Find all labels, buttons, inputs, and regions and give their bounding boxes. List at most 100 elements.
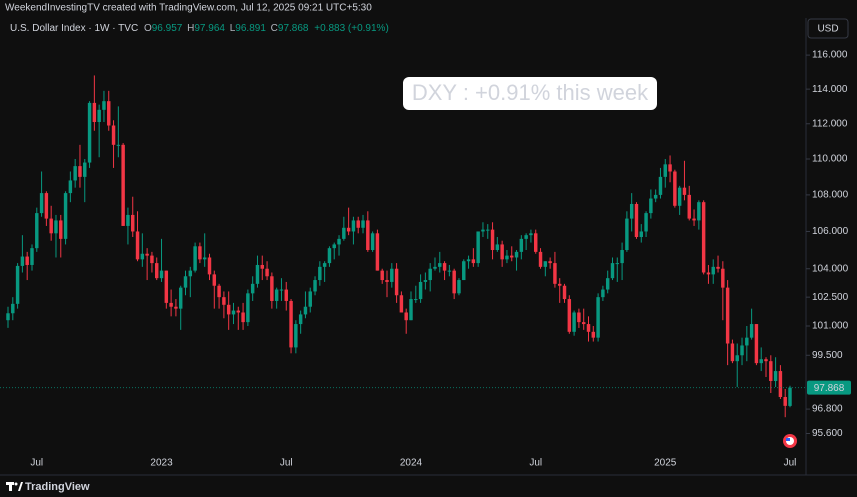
candle-body (649, 198, 653, 214)
candle-body (159, 270, 164, 279)
last-price-tag (807, 380, 851, 395)
candle-body (107, 101, 111, 126)
candle-body (663, 164, 667, 177)
candle-body (658, 176, 663, 195)
candle-body (452, 270, 456, 294)
high-label: H (187, 23, 194, 34)
candle-body (260, 264, 264, 269)
y-tick-label: 101.000 (812, 321, 849, 332)
candle-body (308, 291, 312, 307)
candle-body (135, 231, 140, 260)
currency-button[interactable] (807, 18, 849, 39)
x-tick-label: Jul (784, 458, 797, 469)
candle-body (524, 235, 528, 239)
y-tick-label: 112.000 (812, 118, 848, 129)
candle-body (764, 359, 768, 362)
candle-body (346, 227, 351, 232)
x-tick-label: 2023 (150, 458, 173, 469)
candle-body (375, 233, 380, 271)
candle-body (241, 312, 245, 323)
candle-body (673, 171, 677, 206)
candle-body (706, 272, 711, 275)
candle-body (740, 345, 744, 356)
candle-body (294, 324, 298, 348)
candle-body (279, 289, 284, 291)
candle-body (471, 259, 476, 264)
candle-body (788, 387, 792, 406)
low-label: L (230, 23, 236, 34)
candle-body (778, 371, 783, 398)
last-price-label: 97.868 (814, 383, 845, 394)
candle-body (644, 213, 648, 232)
candle-body (20, 256, 25, 266)
candle-body (289, 300, 293, 348)
candle-body (414, 299, 418, 301)
candle-body (495, 244, 500, 251)
candle-body (423, 280, 428, 282)
candle-body (754, 324, 759, 364)
candle-body (773, 371, 778, 381)
candle-body (265, 268, 269, 277)
candle-body (572, 312, 576, 332)
candle-body (35, 213, 39, 249)
candle-body (174, 306, 178, 309)
candle-body (231, 310, 236, 315)
candle-body (783, 397, 787, 406)
candle-body (236, 310, 241, 313)
candle-body (370, 233, 375, 251)
candle-body (730, 343, 735, 362)
y-tick-label: 99.500 (812, 350, 843, 361)
candle-body (15, 265, 20, 304)
candle-body (380, 270, 384, 281)
change: +0.883 (+0.91%) (314, 23, 389, 34)
candle-body (486, 229, 490, 231)
candle-body (629, 203, 634, 219)
candle-body (78, 166, 82, 177)
currency[interactable]: USD (817, 24, 838, 35)
candle-body (318, 266, 322, 281)
candle-body (557, 283, 562, 286)
candle-body (337, 238, 341, 245)
candle-body (164, 270, 169, 303)
candle-body (30, 248, 34, 265)
candle-body (39, 193, 44, 214)
candle-body (25, 256, 29, 265)
y-tick-label: 104.000 (812, 263, 849, 274)
candle-body (92, 102, 97, 123)
candle-body (677, 187, 682, 206)
candle-body (116, 144, 121, 146)
candle-body (121, 144, 125, 226)
candle-body (668, 164, 672, 172)
y-tick-label: 96.800 (812, 404, 843, 415)
candle-body (543, 261, 548, 267)
candle-body (438, 263, 442, 267)
y-tick-label: 108.000 (812, 190, 849, 201)
candle-body (212, 274, 217, 286)
candle-body (476, 231, 480, 264)
annotation: DXY : +0.91% this week (412, 80, 649, 105)
candle-body (692, 218, 696, 221)
candle-body (610, 263, 615, 279)
candle-body (548, 261, 552, 264)
legend: U.S. Dollar Index · 1W · TVC O96.957 H97… (10, 23, 389, 34)
candle-body (409, 299, 413, 321)
candle-body (154, 263, 159, 279)
y-tick-label: 106.000 (812, 226, 849, 237)
candle-body (500, 244, 504, 260)
candle-body (404, 312, 408, 321)
candle-body (510, 255, 514, 258)
candle-body (102, 101, 106, 110)
candle-body (178, 287, 183, 309)
candle-body (596, 297, 600, 338)
candle-body (198, 246, 202, 260)
candle-body (562, 285, 567, 300)
candle-body (44, 193, 49, 219)
candle-body (59, 220, 63, 239)
candle-body (356, 220, 360, 228)
candle-body (749, 324, 754, 338)
brand-logo (6, 482, 23, 491)
candle-body (6, 313, 10, 321)
candle-body (250, 283, 255, 294)
candle-body (481, 229, 485, 232)
